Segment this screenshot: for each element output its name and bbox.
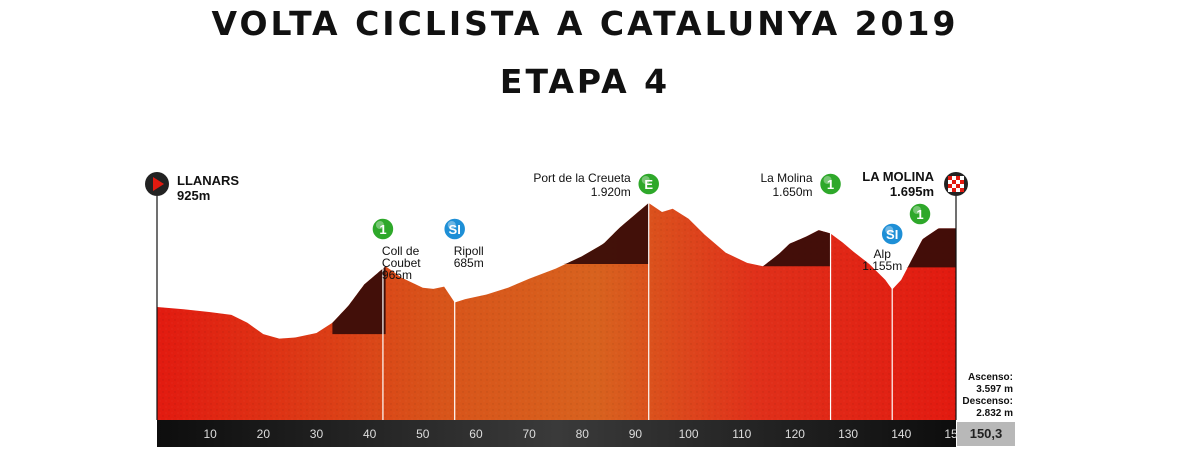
marker-badge-3-icon-shine [447,221,456,229]
marker-badge-3-icon-text: SI [449,222,461,237]
x-tick-label: 120 [785,427,805,441]
marker-badge-4-icon-text: E [644,177,653,192]
x-tick-label: 130 [838,427,858,441]
checker-cell [952,184,956,188]
x-tick-label: 110 [732,427,751,441]
climb-overlay-3 [763,230,831,267]
marker-name-5: La Molina [761,171,813,185]
start-arrow-icon [153,177,164,191]
profile-texture [157,203,956,420]
start-name: LLANARS [177,173,239,188]
checker-cell [960,176,964,180]
total-distance: 150,3 [957,422,1015,446]
start-altitude: 925m [177,188,210,203]
marker-badge-2-icon-text: 1 [379,222,386,237]
stage-subtitle: ETAPA 4 [499,62,671,101]
x-tick-label: 40 [363,427,377,441]
checker-cell [948,184,952,188]
checker-cell [952,180,956,184]
finish-altitude: 1.695m [890,184,934,199]
checker-cell [960,180,964,184]
marker-badge-2-icon-shine [375,221,384,229]
x-tick-label: 10 [203,427,217,441]
x-tick-label: 70 [522,427,536,441]
marker-altitude-3: 685m [454,256,484,270]
finish-climb-badge-icon [908,202,932,226]
x-tick-label: 20 [257,427,271,441]
climb-overlay-2 [545,203,649,264]
descent-value: 2.832 m [976,408,1013,419]
marker-altitude-6: 1.155m [862,259,902,273]
climb-overlay-1 [332,266,386,335]
checker-cell [960,184,964,188]
page-title: VOLTA CICLISTA A CATALUNYA 2019 [211,4,959,43]
x-tick-label: 80 [576,427,590,441]
checker-cell [952,176,956,180]
marker-name-3: Ripoll [454,244,484,258]
x-tick-label: 50 [416,427,430,441]
distance-axis-bar [157,420,956,447]
marker-badge-3-icon [442,217,467,241]
descent-label: Descenso: [962,396,1013,407]
checker-cell [956,188,960,192]
checker-cell [956,180,960,184]
marker-name2-2: Coubet [382,256,421,270]
checker-cell [956,184,960,188]
elevation-stats: Ascenso: 3.597 m Descenso: 2.832 m [957,372,1013,420]
marker-badge-4-icon-shine [641,176,650,184]
x-tick-label: 30 [310,427,324,441]
finish-climb-badge-icon-shine [913,206,921,214]
checker-cell [956,176,960,180]
marker-badge-4-icon [636,172,661,196]
finish-climb-badge-icon-text: 1 [916,207,923,222]
climb-overlay-4 [895,228,956,268]
marker-altitude-2: 965m [382,268,412,282]
checker-cell [960,188,964,192]
ascent-label: Ascenso: [967,372,1013,383]
checker-cell [948,176,952,180]
marker-name-2: Coll de [382,244,420,258]
x-tick-label: 60 [469,427,483,441]
marker-name-6: Alp [874,247,892,261]
marker-badge-5-icon [818,172,843,196]
x-tick-label: 100 [679,427,699,441]
marker-altitude-5: 1.650m [773,185,813,199]
marker-badge-6-icon-text: SI [886,227,898,242]
marker-badge-2-icon [371,217,395,241]
marker-badge-6-icon-shine [885,226,894,234]
x-tick-label: 140 [891,427,911,441]
marker-badge-5-icon-shine [823,176,832,184]
marker-badge-6-icon [880,222,904,246]
ascent-value: 3.597 m [976,384,1013,395]
marker-badge-5-icon-text: 1 [827,177,834,192]
marker-name-4: Port de la Creueta [533,171,631,185]
checker-cell [948,180,952,184]
finish-name: LA MOLINA [862,169,934,184]
x-tick-label: 90 [629,427,643,441]
marker-altitude-4: 1.920m [591,185,631,199]
checker-cell [952,188,956,192]
checker-cell [948,188,952,192]
